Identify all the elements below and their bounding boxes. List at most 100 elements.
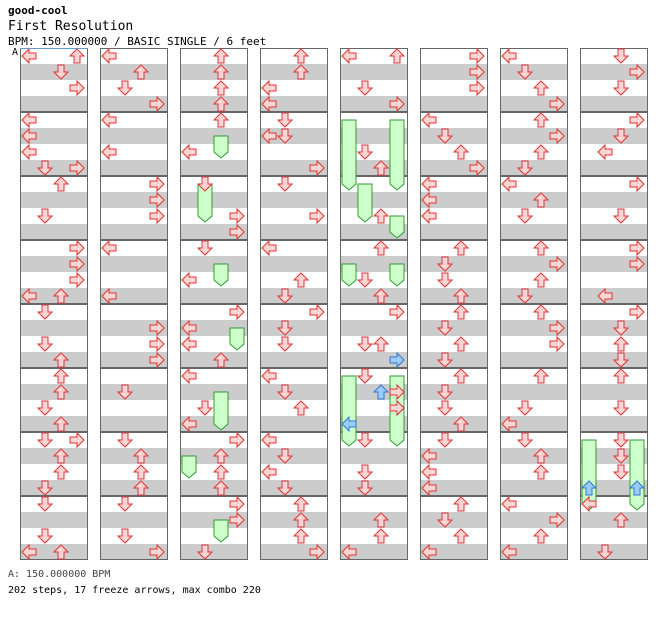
blue-arrow xyxy=(580,480,598,496)
step-arrow xyxy=(36,480,54,496)
step-arrow xyxy=(229,495,245,513)
step-arrow xyxy=(149,95,165,113)
step-arrow xyxy=(69,239,85,257)
footer-stats: 202 steps, 17 freeze arrows, max combo 2… xyxy=(8,585,261,596)
step-arrow xyxy=(36,336,54,352)
step-arrow xyxy=(372,208,390,224)
step-arrow xyxy=(261,367,277,385)
step-arrow xyxy=(612,48,630,64)
step-arrow xyxy=(132,448,150,464)
step-arrow xyxy=(341,543,357,561)
step-arrow xyxy=(132,464,150,480)
step-arrow xyxy=(21,47,37,65)
step-arrow xyxy=(421,463,437,481)
step-arrow xyxy=(421,479,437,497)
step-arrow xyxy=(181,367,197,385)
step-arrow xyxy=(356,272,374,288)
step-arrow xyxy=(452,304,470,320)
step-arrow xyxy=(212,352,230,368)
step-arrow xyxy=(612,208,630,224)
step-arrow xyxy=(212,80,230,96)
step-arrow xyxy=(612,128,630,144)
step-arrow xyxy=(101,287,117,305)
step-arrow xyxy=(372,336,390,352)
step-arrow xyxy=(421,111,437,129)
freeze-arrow xyxy=(341,119,357,191)
step-arrow xyxy=(21,127,37,145)
step-arrow xyxy=(116,80,134,96)
step-arrow xyxy=(421,543,437,561)
step-arrow xyxy=(101,47,117,65)
step-arrow xyxy=(356,144,374,160)
step-arrow xyxy=(212,448,230,464)
step-arrow xyxy=(612,400,630,416)
step-arrow xyxy=(372,512,390,528)
step-arrow xyxy=(356,480,374,496)
step-arrow xyxy=(292,400,310,416)
blue-arrow xyxy=(628,480,646,496)
step-arrow xyxy=(212,112,230,128)
step-arrow xyxy=(309,543,325,561)
step-arrow xyxy=(549,319,565,337)
step-arrow xyxy=(436,400,454,416)
step-arrow xyxy=(372,160,390,176)
bpm-marker: A xyxy=(12,47,19,58)
step-arrow xyxy=(436,352,454,368)
step-arrow xyxy=(532,464,550,480)
step-arrow xyxy=(261,431,277,449)
step-arrow xyxy=(69,255,85,273)
step-arrow xyxy=(292,64,310,80)
step-arrow xyxy=(549,255,565,273)
chart-column xyxy=(420,48,488,560)
step-arrow xyxy=(421,447,437,465)
step-arrow xyxy=(532,144,550,160)
step-arrow xyxy=(229,431,245,449)
step-arrow xyxy=(116,496,134,512)
step-arrow xyxy=(149,543,165,561)
step-arrow xyxy=(261,95,277,113)
step-arrow xyxy=(452,528,470,544)
step-arrow xyxy=(389,399,405,417)
step-arrow xyxy=(629,111,645,129)
step-arrow xyxy=(52,544,70,560)
footer-bpm: A: 150.000000 BPM xyxy=(8,569,111,580)
step-arrow xyxy=(212,64,230,80)
step-arrow xyxy=(372,288,390,304)
freeze-arrow xyxy=(213,391,229,431)
freeze-arrow xyxy=(341,375,357,447)
step-arrow xyxy=(452,144,470,160)
step-arrow xyxy=(36,400,54,416)
step-arrow xyxy=(69,159,85,177)
step-arrow xyxy=(276,336,294,352)
step-arrow xyxy=(356,368,374,384)
step-arrow xyxy=(276,288,294,304)
step-arrow xyxy=(116,528,134,544)
freeze-arrow xyxy=(629,439,645,511)
step-arrow xyxy=(261,463,277,481)
step-arrow xyxy=(52,448,70,464)
song-title: First Resolution xyxy=(8,19,134,34)
step-arrow xyxy=(516,208,534,224)
step-arrow xyxy=(309,207,325,225)
step-arrow xyxy=(356,464,374,480)
step-arrow xyxy=(36,208,54,224)
step-arrow xyxy=(292,496,310,512)
step-arrow xyxy=(36,160,54,176)
step-arrow xyxy=(356,80,374,96)
step-arrow xyxy=(52,64,70,80)
freeze-arrow xyxy=(389,215,405,239)
step-arrow xyxy=(52,288,70,304)
step-arrow xyxy=(452,496,470,512)
step-arrow xyxy=(181,319,197,337)
freeze-arrow xyxy=(213,263,229,287)
step-arrow xyxy=(421,175,437,193)
step-arrow xyxy=(276,480,294,496)
step-arrow xyxy=(532,448,550,464)
step-arrow xyxy=(612,336,630,352)
step-arrow xyxy=(436,272,454,288)
step-arrow xyxy=(612,448,630,464)
step-arrow xyxy=(52,416,70,432)
step-arrow xyxy=(532,272,550,288)
step-arrow xyxy=(612,464,630,480)
step-arrow xyxy=(629,175,645,193)
